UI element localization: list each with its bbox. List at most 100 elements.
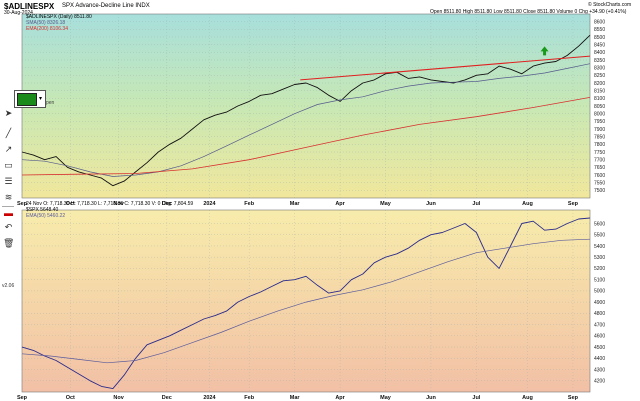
x-tick-label: Apr: [335, 395, 345, 401]
y-tick-label: 8300: [594, 65, 605, 71]
chart-description: SPX Advance-Decline Line INDX: [62, 3, 150, 9]
y-tick-label: 8350: [594, 58, 605, 64]
y-tick-label: 4600: [594, 334, 605, 340]
y-tick-label: 4200: [594, 379, 605, 385]
y-tick-label: 4800: [594, 311, 605, 317]
x-tick-label: Jul: [472, 201, 480, 207]
resistance-trendline: [300, 55, 591, 81]
cursor-icon[interactable]: ➤: [4, 108, 13, 118]
y-tick-label: 8550: [594, 27, 605, 33]
chart-symbol: $ADLINESPX: [4, 2, 55, 11]
line-tool-icon[interactable]: ╱: [5, 128, 12, 138]
y-tick-label: 8500: [594, 35, 605, 41]
y-tick-label: 4500: [594, 345, 605, 351]
fibonacci-tool-icon[interactable]: ≋: [4, 192, 13, 202]
series-line-top-0: [21, 34, 591, 187]
legend-sma-label: SMA(50) 8326.18: [26, 20, 66, 26]
legend-ema200: EMA(200) 8106.34: [26, 26, 68, 32]
text-tool-icon[interactable]: ☰: [4, 176, 13, 186]
y-tick-label: 7700: [594, 157, 605, 163]
y-tick-label: 7750: [594, 150, 605, 156]
y-tick-label: 8450: [594, 42, 605, 48]
x-tick-label: May: [380, 395, 392, 401]
x-tick-label: 2024: [203, 201, 216, 207]
delete-icon[interactable]: 🗑: [3, 238, 15, 248]
legend-adline: $ADLINESPX (Daily) 8511.80: [26, 14, 92, 20]
source-credit: © StockCharts.com: [588, 2, 632, 8]
top-panel: [21, 13, 591, 199]
legend-spx-ema: EMA(50) 5460.22: [26, 213, 66, 219]
y-tick-label: 8600: [594, 19, 605, 25]
legend-adline-label: $ADLINESPX (Daily) 8511.80: [26, 14, 92, 20]
x-tick-label: Nov: [113, 395, 124, 401]
x-tick-label: Sep: [568, 395, 579, 401]
rectangle-tool-icon[interactable]: ▭: [4, 160, 13, 170]
chevron-down-icon: ▾: [39, 96, 43, 102]
x-tick-label: Sep: [568, 201, 579, 207]
x-tick-label: Jun: [426, 201, 436, 207]
legend-ema200-label: EMA(200) 8106.34: [26, 26, 68, 32]
chart-date: 30-Aug-2024: [4, 10, 33, 16]
x-tick-label: 2024: [203, 395, 216, 401]
y-tick-label: 4700: [594, 322, 605, 328]
pen-label: pen: [46, 100, 55, 106]
y-tick-label: 8000: [594, 111, 605, 117]
y-tick-label: 7550: [594, 180, 605, 186]
y-tick-label: 4300: [594, 367, 605, 373]
y-tick-label: 7650: [594, 165, 605, 171]
x-tick-label: Sep: [17, 201, 28, 207]
color-picker[interactable]: ▾: [14, 90, 46, 108]
ohlc-readout: Open 8511.80 High 8511.80 Low 8511.80 Cl…: [430, 9, 627, 15]
series-line-top-1: [21, 63, 591, 177]
undo-icon[interactable]: ↶: [4, 222, 13, 232]
y-tick-label: 7600: [594, 173, 605, 179]
y-tick-label: 5600: [594, 221, 605, 227]
x-tick-label: Mar: [290, 395, 301, 401]
y-tick-label: 5500: [594, 233, 605, 239]
y-tick-label: 5000: [594, 289, 605, 295]
x-tick-label: Dec: [162, 395, 172, 401]
x-tick-label: Oct: [66, 201, 75, 207]
y-tick-label: 4900: [594, 300, 605, 306]
y-tick-label: 5400: [594, 244, 605, 250]
color-tool-icon[interactable]: ▬: [4, 208, 13, 218]
y-tick-label: 5300: [594, 255, 605, 261]
x-tick-label: Mar: [290, 201, 301, 207]
y-tick-label: 5100: [594, 277, 605, 283]
x-tick-label: Feb: [244, 395, 254, 401]
y-tick-label: 8100: [594, 96, 605, 102]
y-tick-label: 4400: [594, 356, 605, 362]
y-tick-label: 8050: [594, 104, 605, 110]
y-tick-label: 7900: [594, 127, 605, 133]
y-tick-label: 8250: [594, 73, 605, 79]
x-tick-label: Oct: [66, 395, 75, 401]
bottom-panel: [21, 209, 591, 393]
y-tick-label: 8200: [594, 81, 605, 87]
legend-spx: $SPX 5648.40: [26, 207, 59, 213]
x-tick-label: May: [380, 201, 392, 207]
x-tick-label: Jun: [426, 395, 436, 401]
y-tick-label: 5200: [594, 266, 605, 272]
y-tick-label: 7850: [594, 134, 605, 140]
x-tick-label: Sep: [17, 395, 28, 401]
x-tick-label: Aug: [522, 201, 533, 207]
y-tick-label: 7500: [594, 188, 605, 194]
x-tick-label: Feb: [244, 201, 254, 207]
y-tick-label: 8150: [594, 88, 605, 94]
x-tick-label: Apr: [335, 201, 345, 207]
x-tick-label: Jul: [472, 395, 480, 401]
legend-bottom-info: 24 Nov O: 7,718.30 H: 7,718.30 L: 7,718.…: [26, 201, 194, 207]
legend-sma: SMA(50) 8326.18: [26, 20, 65, 26]
x-tick-label: Dec: [162, 201, 172, 207]
y-tick-label: 7800: [594, 142, 605, 148]
version-label: v2.06: [2, 283, 15, 289]
arrow-tool-icon[interactable]: ↗: [4, 144, 13, 154]
x-tick-label: Nov: [113, 201, 124, 207]
series-line-bottom-1: [21, 238, 591, 364]
up-arrow-icon: [540, 46, 549, 56]
x-tick-label: Aug: [522, 395, 533, 401]
color-swatch: [17, 93, 37, 106]
series-line-top-2: [21, 97, 591, 176]
